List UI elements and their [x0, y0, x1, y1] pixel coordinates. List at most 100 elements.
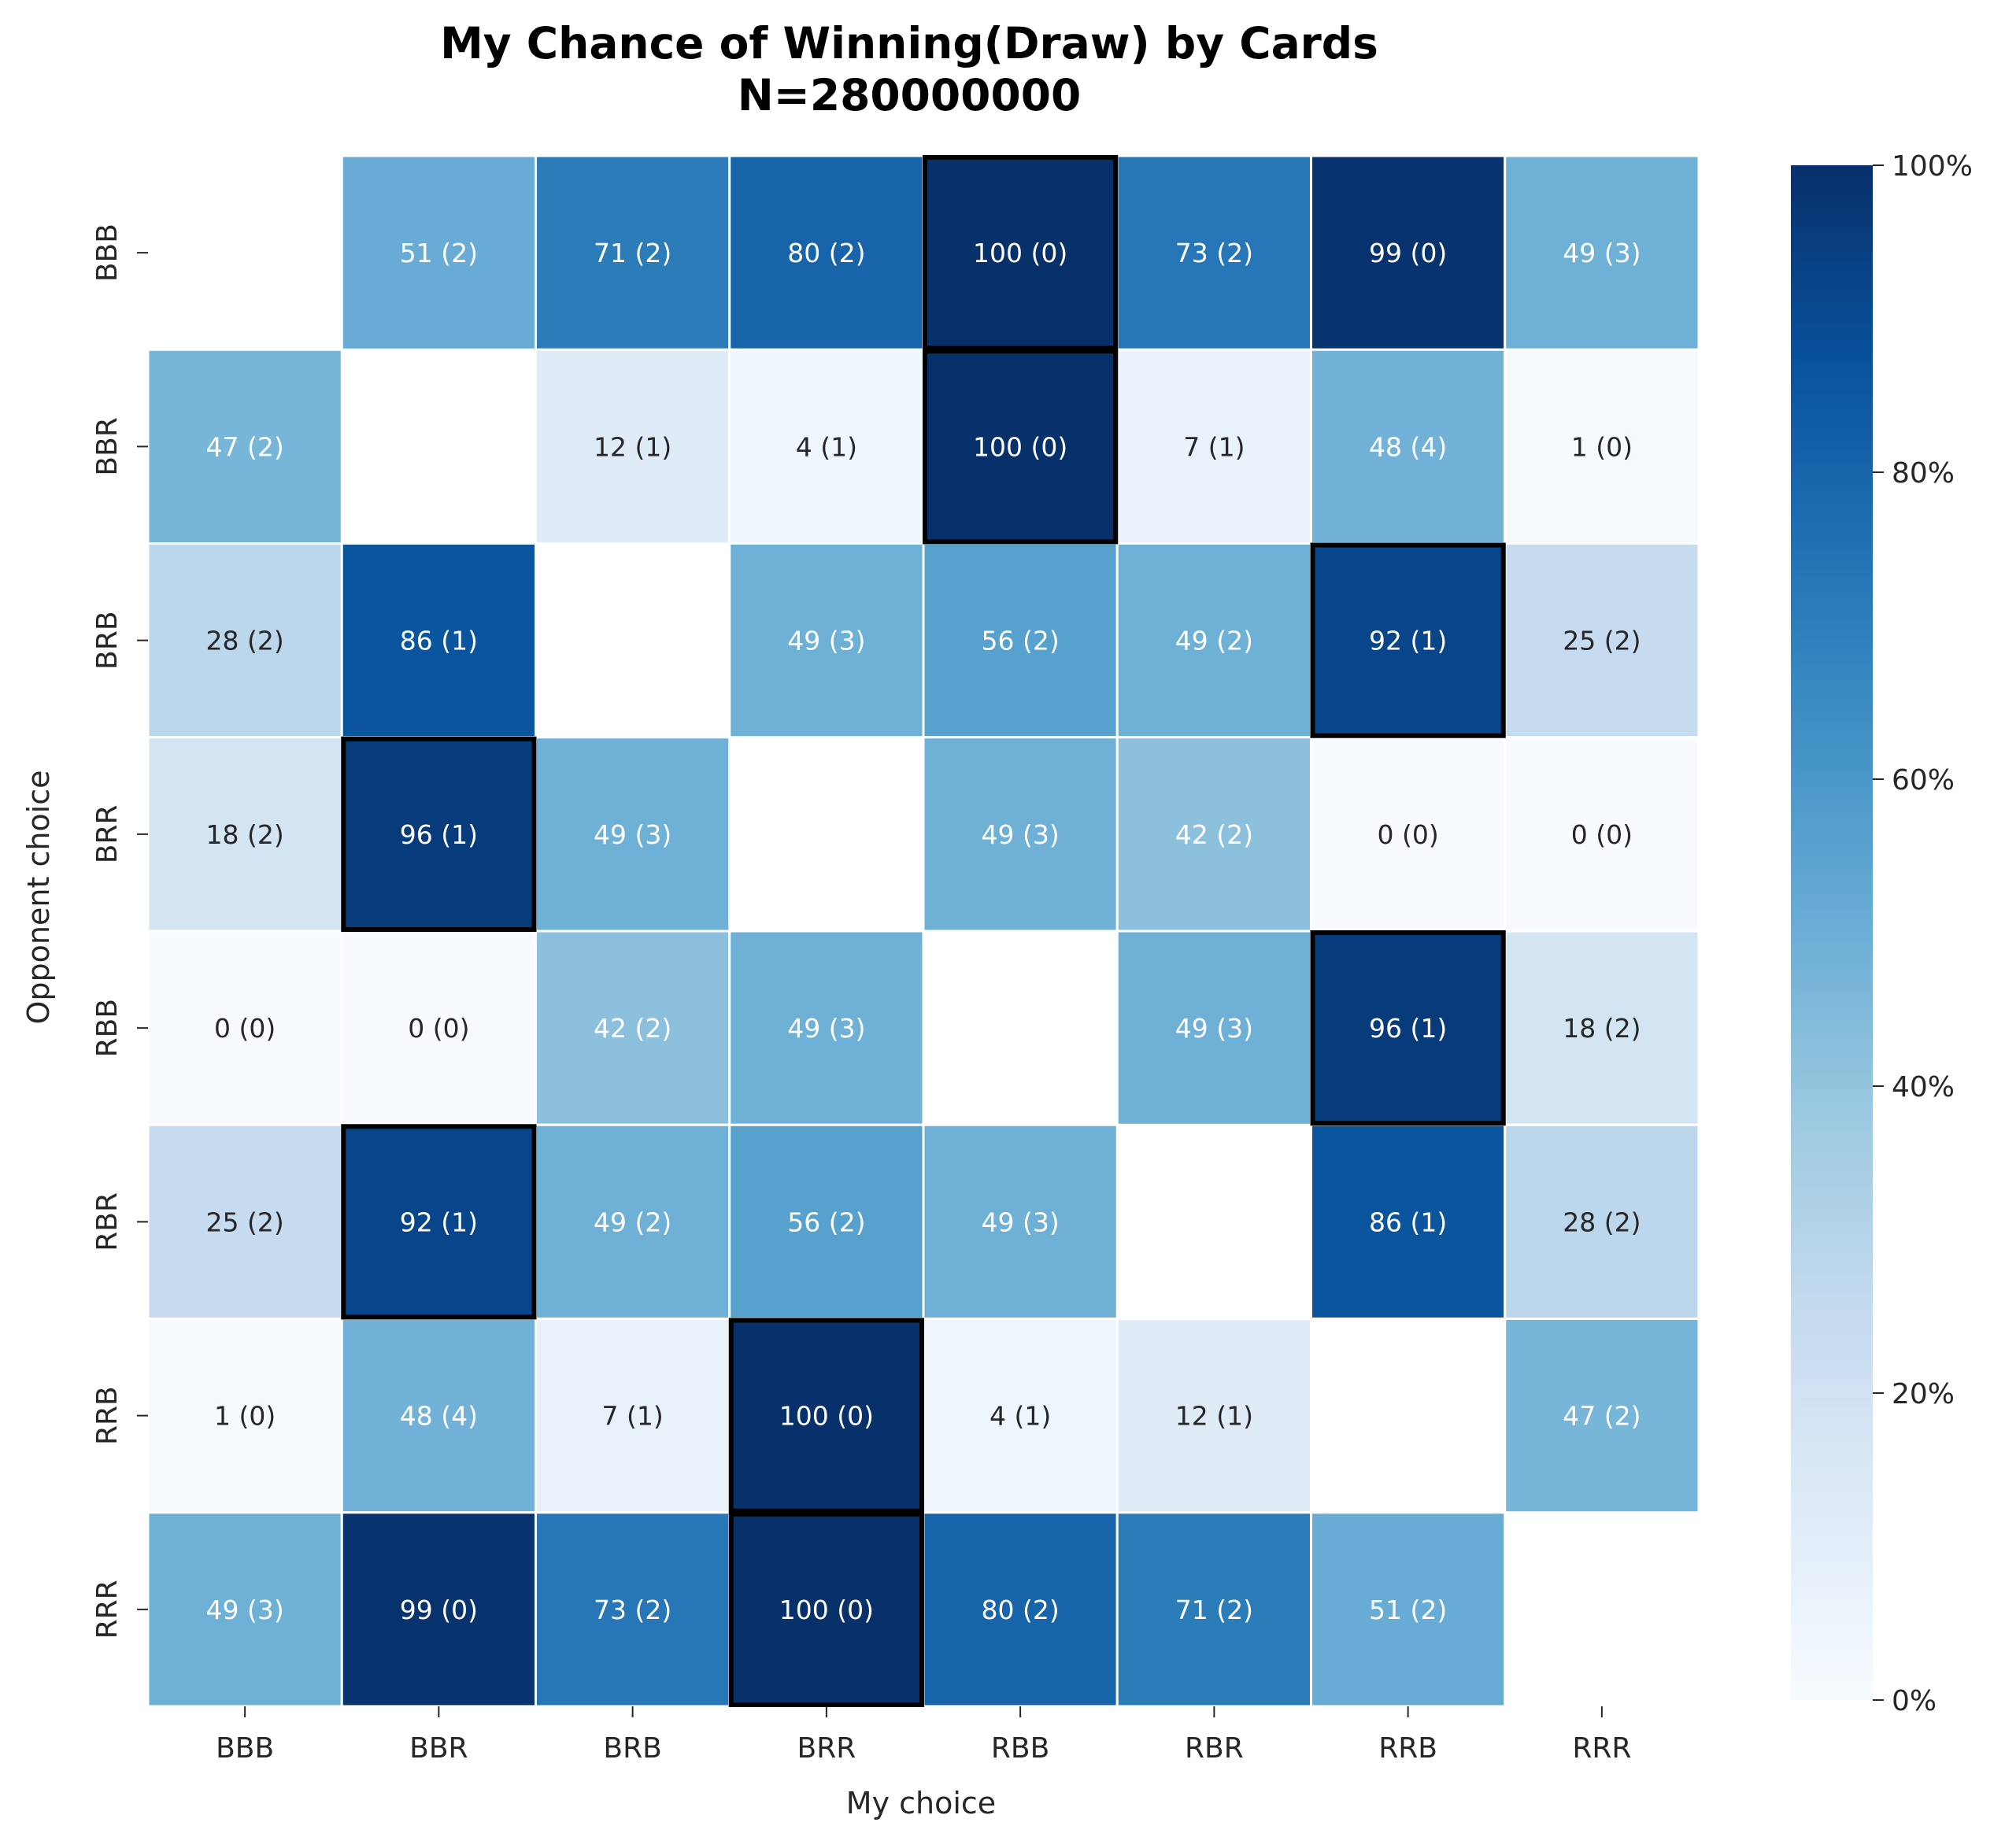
- cell-value-label: 48 (4): [400, 1401, 478, 1432]
- cell-value-label: 49 (3): [206, 1595, 284, 1625]
- highlight-box: [1310, 542, 1506, 738]
- cell-value-label: 49 (3): [982, 819, 1060, 850]
- cell-value-label: 42 (2): [1175, 819, 1253, 850]
- x-tick-label: RRR: [1572, 1732, 1631, 1765]
- heatmap-cell: [1115, 1318, 1312, 1514]
- heatmap-cell: [1504, 736, 1700, 933]
- cell-value-label: 96 (1): [1369, 1013, 1447, 1044]
- heatmap-cell: [1310, 1123, 1507, 1320]
- highlight-box: [728, 1318, 924, 1514]
- cell-value-label: 48 (4): [1369, 431, 1447, 462]
- cell-value-label: 49 (2): [594, 1207, 671, 1237]
- heatmap-cell: [1504, 348, 1700, 545]
- cell-value-label: 4 (1): [990, 1401, 1051, 1432]
- cell-value-label: 49 (3): [787, 626, 865, 656]
- heatmap-cell: [535, 154, 731, 351]
- heatmap-cell: [922, 1123, 1119, 1320]
- heatmap-cell: [146, 930, 343, 1126]
- chart-subtitle: N=280000000: [738, 70, 1082, 120]
- cell-value-label: 12 (1): [1175, 1401, 1253, 1432]
- y-tick-label: RRR: [91, 1580, 124, 1639]
- heatmap-cell: [340, 1511, 537, 1708]
- cell-value-label: 92 (1): [1369, 626, 1447, 656]
- heatmap-cell: [146, 542, 343, 739]
- highlight-box: [341, 1124, 537, 1320]
- cell-value-label: 100 (0): [973, 431, 1067, 462]
- heatmap-cell: [1115, 930, 1312, 1126]
- cell-value-label: 49 (3): [594, 819, 671, 850]
- cell-value-label: 42 (2): [594, 1013, 671, 1044]
- colorbar-tick-label: 40%: [1892, 1071, 1955, 1103]
- x-tick-label: RRB: [1378, 1732, 1437, 1765]
- x-tick-label: BBR: [409, 1732, 468, 1765]
- cell-value-label: 86 (1): [1369, 1207, 1447, 1237]
- cell-value-label: 80 (2): [982, 1595, 1060, 1625]
- cell-value-label: 7 (1): [1183, 431, 1245, 462]
- cell-value-label: 99 (0): [400, 1595, 478, 1625]
- heatmap-cell: [340, 154, 537, 351]
- cell-value-label: 18 (2): [1563, 1013, 1641, 1044]
- colorbar-tick-label: 80%: [1892, 457, 1955, 490]
- heatmap-cell: [728, 1123, 925, 1320]
- x-axis-label: My choice: [846, 1786, 996, 1820]
- heatmap-cell: [728, 542, 925, 739]
- y-tick-label: BRR: [91, 805, 124, 864]
- cell-value-label: 86 (1): [400, 626, 478, 656]
- cell-value-label: 0 (0): [1571, 819, 1633, 850]
- cell-value-label: 25 (2): [206, 1207, 284, 1237]
- colorbar-tick-label: 100%: [1892, 150, 1973, 183]
- cell-value-label: 49 (3): [1563, 238, 1641, 268]
- cell-value-label: 73 (2): [594, 1595, 671, 1625]
- x-tick-label: BBB: [216, 1732, 274, 1765]
- heatmap-cell: [728, 1318, 925, 1514]
- cell-value-label: 71 (2): [1175, 1595, 1253, 1625]
- cell-value-label: 56 (2): [982, 626, 1060, 656]
- x-tick-label: RBR: [1185, 1732, 1244, 1765]
- heatmap-cell: [146, 1511, 343, 1708]
- cell-value-label: 51 (2): [400, 238, 478, 268]
- heatmap-cell: [535, 736, 731, 933]
- heatmap-cell: [1310, 736, 1507, 933]
- cell-value-label: 47 (2): [1563, 1401, 1641, 1432]
- highlight-box: [341, 736, 537, 932]
- cell-value-label: 47 (2): [206, 431, 284, 462]
- heatmap-cell: [1504, 930, 1700, 1126]
- cell-value-label: 71 (2): [594, 238, 671, 268]
- cell-value-label: 0 (0): [214, 1013, 276, 1044]
- heatmap-cell: [1504, 154, 1700, 351]
- cell-value-label: 1 (0): [1571, 431, 1633, 462]
- colorbar-tick-label: 0%: [1892, 1685, 1937, 1717]
- x-tick-label: RBB: [991, 1732, 1049, 1765]
- cell-value-label: 1 (0): [214, 1401, 276, 1432]
- cell-value-label: 0 (0): [408, 1013, 469, 1044]
- cell-value-label: 25 (2): [1563, 626, 1641, 656]
- heatmap-cell: [728, 1511, 925, 1708]
- heatmap-cell: [1504, 542, 1700, 739]
- y-tick-label: RRB: [91, 1386, 124, 1445]
- cell-value-label: 73 (2): [1175, 238, 1253, 268]
- cell-value-label: 18 (2): [206, 819, 284, 850]
- cell-value-label: 49 (2): [1175, 626, 1253, 656]
- x-tick-label: BRB: [603, 1732, 661, 1765]
- heatmap-cell: [922, 736, 1119, 933]
- chart-title: My Chance of Winning(Draw) by Cards: [440, 18, 1378, 68]
- cell-value-label: 100 (0): [779, 1595, 874, 1625]
- colorbar-ticks: 0% 20% 40% 60% 80% 100%: [1873, 150, 1973, 1717]
- heatmap-cell: [535, 1123, 731, 1320]
- colorbar: [1791, 165, 1873, 1700]
- heatmap-cell: [922, 1318, 1119, 1514]
- y-tick-label: BBB: [91, 224, 124, 282]
- cell-value-label: 56 (2): [787, 1207, 865, 1237]
- x-axis-ticks: BBB BBR BRB BRR RBB RBR RRB RRR: [216, 1706, 1631, 1765]
- heatmap-cell: [1115, 348, 1312, 545]
- x-tick-label: BRR: [797, 1732, 856, 1765]
- cell-value-label: 4 (1): [796, 431, 857, 462]
- colorbar-tick-label: 20%: [1892, 1378, 1955, 1410]
- cell-value-label: 96 (1): [400, 819, 478, 850]
- highlight-boxes: [341, 155, 1506, 1707]
- y-axis-ticks: BBB BBR BRB BRR RBB RBR RRB RRR: [91, 224, 148, 1639]
- colorbar-tick-label: 60%: [1892, 764, 1955, 796]
- cell-value-label: 100 (0): [779, 1401, 874, 1432]
- cell-value-label: 12 (1): [594, 431, 671, 462]
- cell-value-label: 28 (2): [1563, 1207, 1641, 1237]
